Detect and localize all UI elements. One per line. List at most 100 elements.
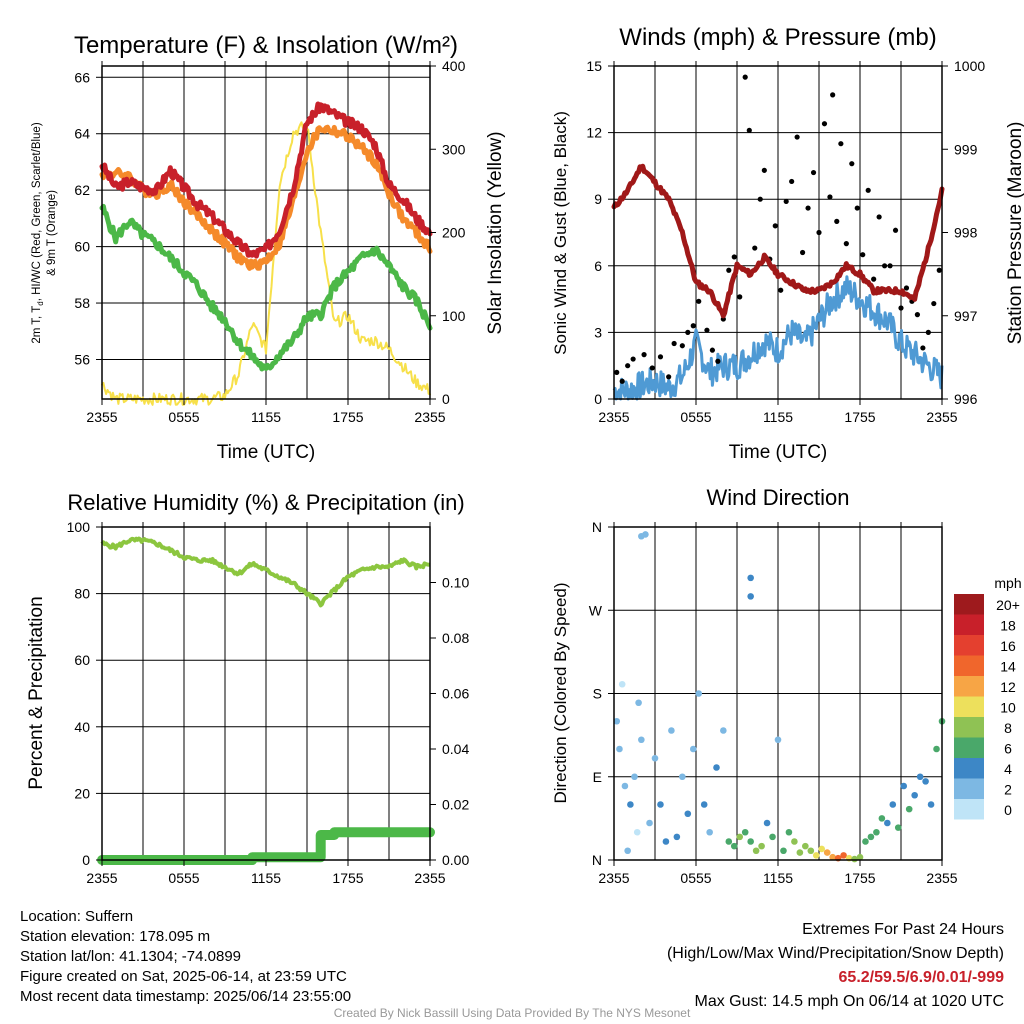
y-tick-label: 3	[594, 324, 602, 340]
direction-point	[657, 801, 664, 808]
gust-point	[849, 161, 855, 167]
gust-point	[746, 127, 752, 133]
legend-label: 14	[1000, 659, 1016, 675]
y-tick-label: W	[589, 602, 603, 618]
chart-title: Temperature (F) & Insolation (W/m²)	[74, 32, 458, 59]
direction-point	[823, 849, 831, 856]
direction-point	[736, 833, 744, 841]
direction-point	[905, 805, 913, 813]
direction-point	[862, 838, 869, 845]
x-tick-label: 1755	[332, 409, 363, 425]
gust-point	[838, 141, 844, 147]
location-text: Location: Suffern	[20, 908, 134, 925]
y-axis-label: Direction (Colored By Speed)	[551, 582, 570, 803]
legend-label: 18	[1000, 618, 1016, 634]
y-tick-label: 0	[82, 852, 90, 868]
y-tick-label: 60	[74, 652, 90, 668]
gust-point	[794, 134, 800, 140]
gust-point	[715, 358, 721, 364]
direction-point	[840, 852, 847, 859]
chart-title: Wind Direction	[706, 485, 849, 510]
legend-title: mph	[994, 575, 1021, 591]
direction-point	[774, 736, 782, 744]
x-tick-label: 2355	[414, 409, 445, 425]
direction-point	[616, 745, 623, 753]
x-tick-label: 1755	[332, 870, 363, 886]
legend-swatch	[954, 635, 984, 656]
station-info: Location: Suffern Station elevation: 178…	[20, 907, 351, 1007]
x-tick-label: 0555	[168, 870, 199, 886]
y2-tick-label: 400	[442, 58, 466, 74]
y-axis-label: Percent & Precipitation	[26, 596, 47, 789]
direction-point	[684, 810, 692, 818]
direction-point	[679, 773, 686, 781]
y-tick-label: 60	[74, 239, 90, 255]
direction-point	[725, 838, 733, 845]
direction-point	[747, 838, 754, 845]
extremes-values: 65.2/59.5/6.9/0.01/-999	[838, 969, 1004, 986]
gust-point	[834, 218, 840, 224]
direction-point	[695, 690, 703, 697]
gust-point	[783, 198, 789, 205]
direction-point	[673, 833, 681, 841]
wind-direction-panel: N E S W N 2355 0555 1155 1755 2355 Wind Direction D…	[551, 485, 958, 886]
direction-point	[631, 773, 638, 781]
y-tick-label: N	[592, 519, 602, 535]
series-line-2m-td	[99, 203, 433, 372]
x-axis-label: Time (UTC)	[729, 442, 828, 463]
gust-point	[816, 229, 822, 236]
y2-tick-label: 998	[954, 225, 978, 241]
y2-tick-label: 999	[954, 141, 978, 157]
y-tick-label: N	[592, 852, 602, 868]
y2-tick-label: 996	[954, 391, 978, 407]
legend-swatch	[954, 655, 984, 676]
gust-point	[641, 352, 647, 358]
direction-point	[916, 773, 924, 781]
x-tick-label: 2355	[926, 870, 957, 886]
gust-point	[821, 121, 828, 127]
chart-title: Relative Humidity (%) & Precipitation (i…	[67, 490, 464, 515]
y-tick-label: 20	[74, 785, 90, 801]
y2-tick-label: 100	[442, 308, 466, 324]
x-tick-label: 2355	[86, 870, 117, 886]
direction-point	[807, 847, 815, 855]
direction-point	[889, 801, 897, 808]
y-tick-label: 66	[74, 69, 90, 85]
gust-point	[810, 169, 817, 176]
gust-point	[614, 369, 620, 375]
gust-point	[666, 374, 672, 380]
extremes-title: Extremes For Past 24 Hours	[802, 921, 1004, 938]
direction-point	[633, 828, 641, 836]
legend-swatch	[954, 696, 984, 717]
gust-point	[625, 363, 631, 369]
gust-point	[757, 196, 763, 202]
direction-point	[791, 838, 798, 845]
direction-point	[922, 778, 929, 785]
gust-point	[671, 340, 677, 347]
legend-swatch	[954, 737, 984, 758]
direction-point	[627, 801, 634, 808]
legend-swatch	[954, 778, 984, 799]
direction-point	[812, 852, 820, 859]
gust-point	[827, 194, 833, 200]
x-tick-label: 0555	[680, 870, 711, 886]
direction-point	[900, 782, 908, 790]
gust-point	[805, 205, 811, 211]
y2-tick-label: 0.02	[442, 797, 469, 813]
x-tick-label: 1755	[844, 870, 875, 886]
gust-point	[800, 249, 806, 256]
legend-swatch	[954, 758, 984, 779]
direction-point	[689, 745, 697, 753]
gust-point	[772, 223, 778, 229]
direction-point	[720, 727, 727, 734]
gust-point	[726, 267, 732, 273]
y2-tick-label: 300	[442, 141, 466, 157]
x-tick-label: 0555	[168, 409, 199, 425]
direction-point	[856, 853, 864, 861]
gust-point	[925, 329, 931, 335]
y-tick-label: 64	[74, 126, 90, 142]
gust-point	[649, 365, 655, 371]
gust-point	[630, 356, 636, 362]
gust-point	[696, 298, 702, 304]
direction-point	[642, 531, 649, 538]
